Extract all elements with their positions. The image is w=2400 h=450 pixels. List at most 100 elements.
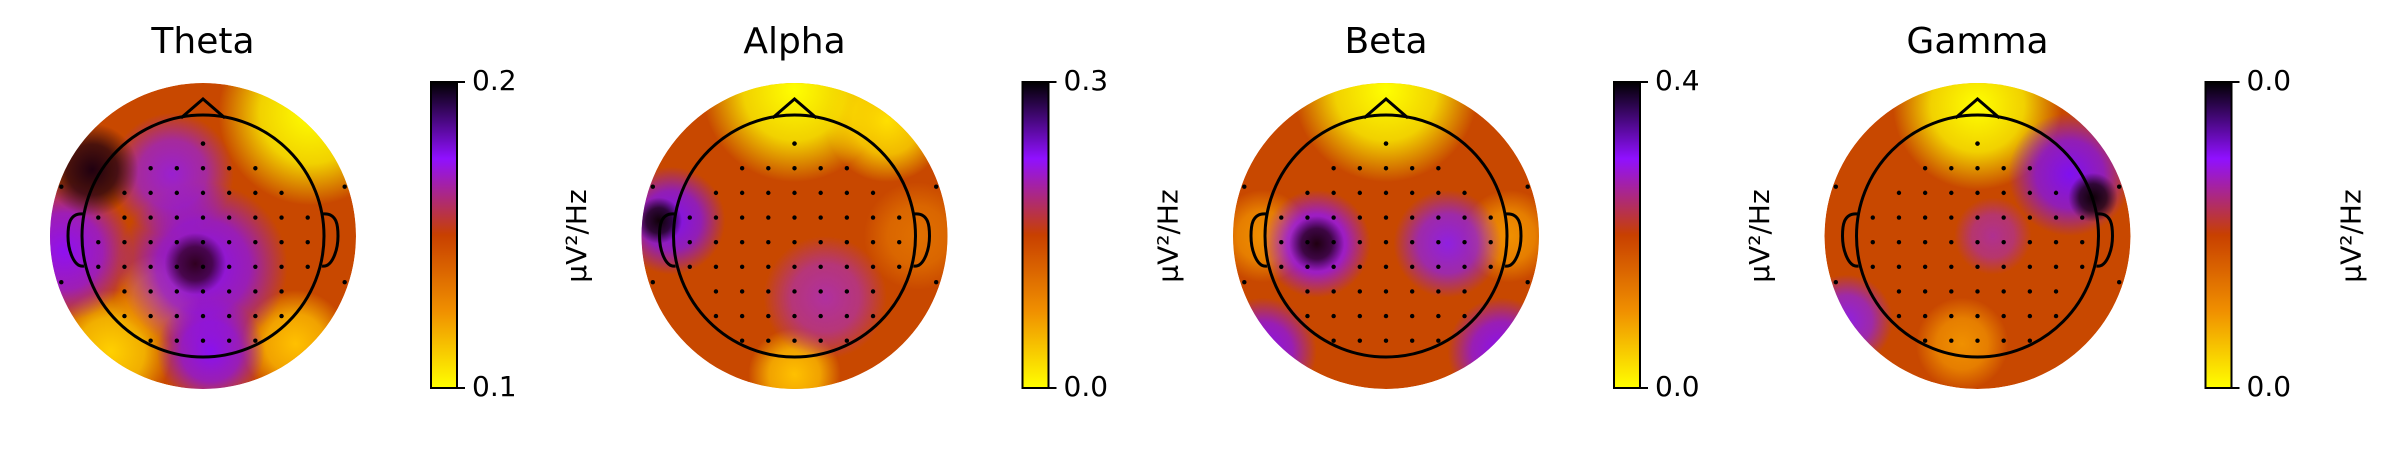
electrode (1949, 239, 1954, 245)
electrode (305, 215, 310, 220)
topomap-blob (164, 232, 227, 295)
electrode (1975, 215, 1980, 220)
electrode (766, 289, 771, 294)
nose (1954, 97, 2001, 120)
electrode (2027, 289, 2033, 294)
electrode (174, 166, 180, 171)
topomap-panel: Gamma 0.0 0.0 µV²/Hz (1824, 21, 2368, 403)
electrode (1896, 239, 1902, 245)
electrode (650, 280, 656, 285)
electrode (792, 166, 797, 171)
colorbar-tick-label: 0.1 (472, 370, 517, 403)
topomap-blob (763, 236, 887, 360)
electrode (818, 338, 823, 343)
electrode (818, 289, 823, 294)
electrode (1436, 190, 1441, 196)
electrode (818, 215, 823, 220)
colorbar (430, 81, 458, 389)
electrode (1357, 264, 1363, 269)
electrode (687, 215, 692, 220)
electrode (2053, 239, 2059, 245)
electrode (2001, 289, 2006, 294)
electrode (792, 264, 797, 269)
electrode (1305, 313, 1310, 319)
electrode (226, 264, 232, 269)
colorbar (1613, 81, 1641, 389)
electrode (2027, 166, 2033, 171)
electrode (1949, 264, 1954, 269)
electrode (818, 264, 823, 269)
electrode (2001, 239, 2006, 245)
electrode (818, 166, 823, 171)
electrode (1357, 215, 1363, 220)
electrode (818, 239, 823, 245)
electrode (342, 184, 347, 189)
electrode (226, 215, 232, 220)
electrode (174, 264, 180, 269)
electrode (1896, 190, 1902, 196)
colorbar-tick-label: 0.4 (1655, 64, 1700, 97)
panel-title: Theta (150, 21, 254, 62)
colorbar-label: µV²/Hz (560, 189, 593, 282)
electrode (2001, 338, 2006, 343)
colorbar-label: µV²/Hz (2335, 189, 2368, 282)
electrode (1975, 289, 1980, 294)
electrode (1331, 166, 1336, 171)
electrode (844, 215, 850, 220)
topomap-blob (825, 83, 948, 183)
electrode (148, 264, 153, 269)
electrode (148, 313, 153, 319)
topomap-image (1233, 83, 1539, 389)
electrode (766, 166, 771, 171)
electrode (792, 141, 797, 146)
electrode (1383, 166, 1389, 171)
electrode (870, 215, 876, 220)
electrode (226, 289, 232, 294)
ear-right (321, 212, 340, 268)
colorbar-tick-label: 0.0 (1655, 370, 1700, 403)
electrode (59, 280, 64, 285)
electrode (1409, 289, 1415, 294)
electrode (739, 190, 745, 196)
electrode (2080, 264, 2085, 269)
electrode (844, 264, 850, 269)
electrode (200, 215, 206, 220)
colorbar-label: µV²/Hz (1152, 189, 1185, 282)
electrode (1949, 313, 1954, 319)
electrode (844, 313, 850, 319)
electrode (844, 190, 850, 196)
topomap-blob (1915, 297, 2009, 389)
electrode (226, 313, 232, 319)
electrode (1383, 338, 1389, 343)
electrode (1436, 338, 1441, 343)
electrode (1383, 313, 1389, 319)
electrode (1949, 190, 1954, 196)
electrode (897, 264, 902, 269)
panel-title: Gamma (1906, 21, 2048, 62)
electrode (200, 289, 206, 294)
electrode (174, 215, 180, 220)
electrode (1975, 313, 1980, 319)
electrode (1870, 264, 1875, 269)
ear-left (657, 212, 676, 268)
topomap-blob (863, 182, 948, 290)
head-outline (1855, 113, 2100, 359)
electrode (792, 338, 797, 343)
electrode (96, 239, 101, 245)
electrode (897, 239, 902, 245)
electrode (1525, 184, 1530, 189)
electrode (713, 313, 719, 319)
electrode (1462, 313, 1467, 319)
electrode (226, 239, 232, 245)
electrode (766, 264, 771, 269)
electrode (305, 264, 310, 269)
electrode (766, 338, 771, 343)
electrode (2053, 264, 2059, 269)
ear-left (66, 212, 85, 268)
electrode (792, 289, 797, 294)
electrode (1383, 190, 1389, 196)
electrode (1896, 313, 1902, 319)
electrode (2027, 338, 2033, 343)
colorbar (1021, 81, 1050, 389)
topomap-image (1824, 83, 2131, 389)
